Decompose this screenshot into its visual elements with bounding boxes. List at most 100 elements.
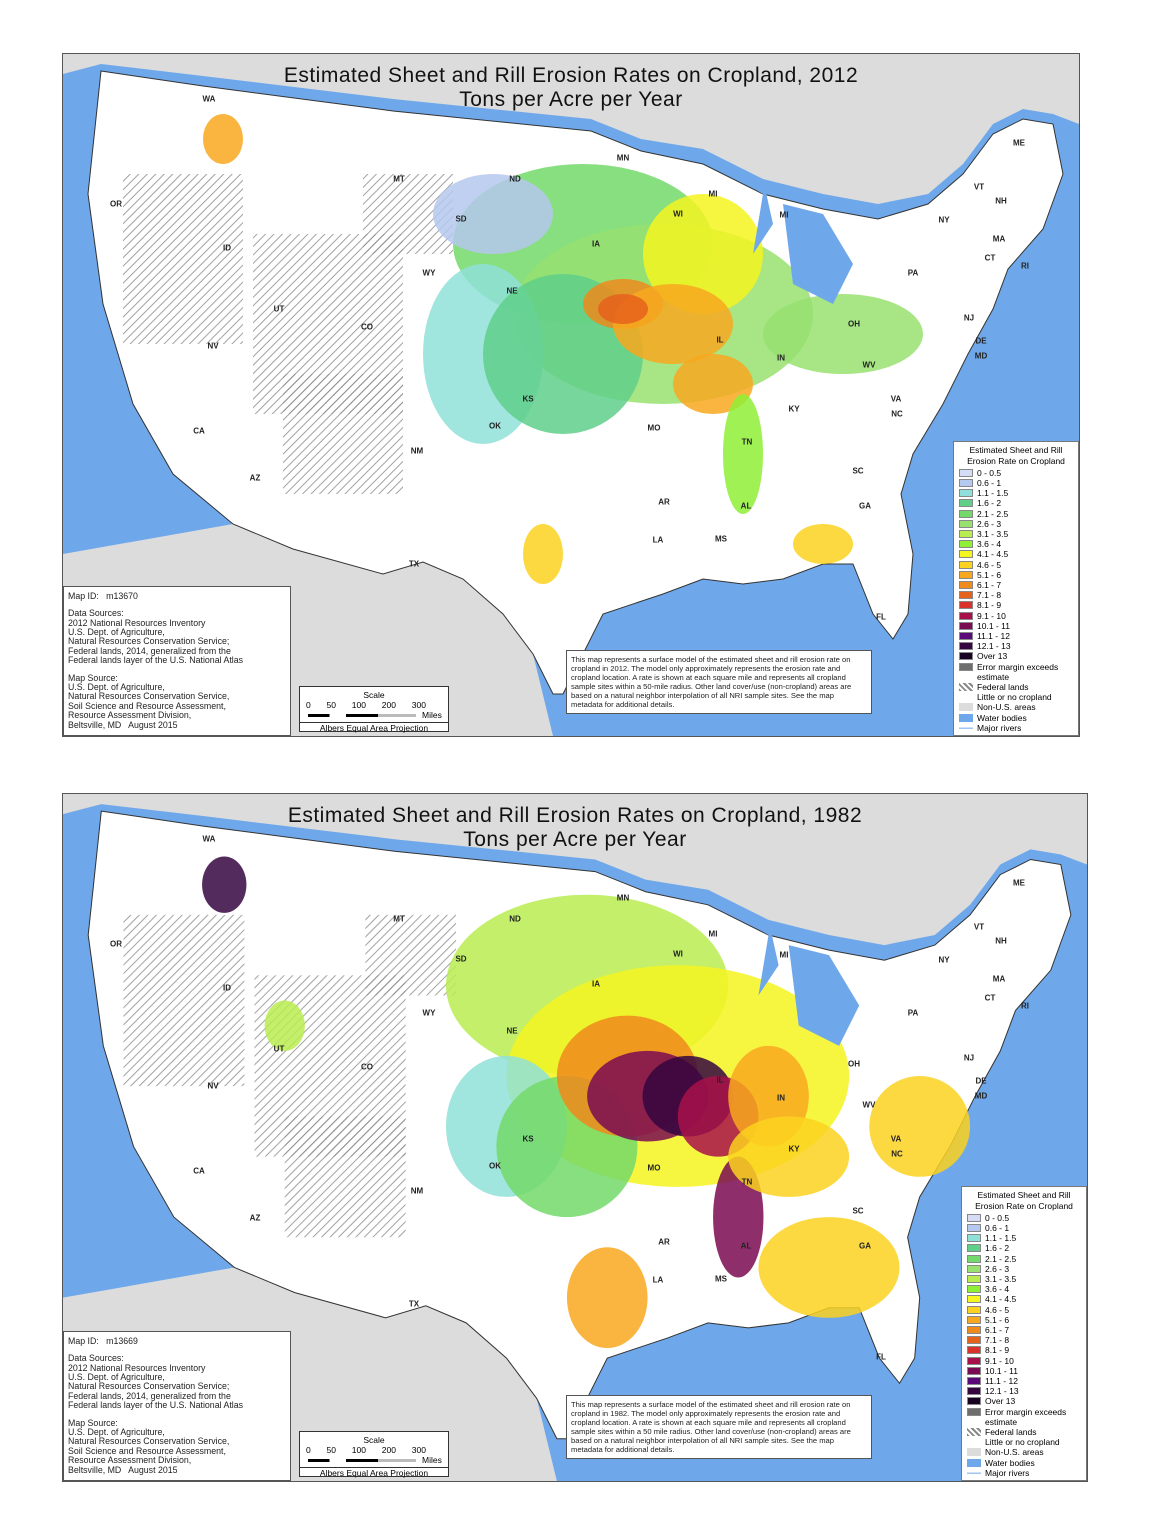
legend-item: Major rivers xyxy=(957,723,1075,733)
legend-swatch xyxy=(967,1213,981,1222)
state-label: AL xyxy=(740,1241,752,1251)
federal-lands xyxy=(283,374,403,494)
state-label: VA xyxy=(890,394,902,404)
state-label: SC xyxy=(852,1206,864,1216)
legend-label: Non-U.S. areas xyxy=(985,1447,1044,1458)
scale-bar: Scale 0 50 100 200 300 Miles Albers Equal Ar… xyxy=(299,1431,449,1478)
scale-tick: 50 xyxy=(326,1445,336,1455)
legend-item: 7.1 - 8 xyxy=(965,1335,1083,1345)
legend-label: 0.6 - 1 xyxy=(977,477,1002,488)
scale-bar: Scale 0 50 100 200 300 Miles Albers Equal Ar… xyxy=(299,686,449,733)
legend-label: 11.1 - 12 xyxy=(977,630,1010,641)
state-label: IL xyxy=(716,335,724,345)
legend-swatch xyxy=(959,478,973,487)
map-source-line: Beltsville, MD August 2015 xyxy=(68,1464,178,1475)
legend-item: 10.1 - 11 xyxy=(965,1366,1083,1376)
state-label: OR xyxy=(110,939,122,949)
state-label: AZ xyxy=(249,1213,261,1223)
state-label: SC xyxy=(852,466,864,476)
data-source-line: 2012 National Resources Inventory xyxy=(68,1362,206,1373)
legend-swatch xyxy=(959,611,973,620)
map-note: This map represents a surface model of t… xyxy=(566,650,872,714)
legend-item: 8.1 - 9 xyxy=(957,600,1075,610)
state-label: WY xyxy=(422,1008,436,1018)
legend-label: 2.1 - 2.5 xyxy=(977,508,1009,519)
federal-lands xyxy=(123,174,243,344)
state-label: MI xyxy=(779,210,789,220)
state-label: TX xyxy=(408,1299,420,1309)
state-label: OR xyxy=(110,199,122,209)
state-label: MS xyxy=(715,534,727,544)
legend-label: Over 13 xyxy=(985,1396,1016,1407)
legend-item: Federal lands xyxy=(965,1427,1083,1437)
state-label: MN xyxy=(616,893,630,903)
state-label: MI xyxy=(708,929,718,939)
legend-swatch xyxy=(959,631,973,640)
state-label: UT xyxy=(273,304,285,314)
map-source-line: Resource Assessment Division, xyxy=(68,1455,192,1466)
map-source-line: U.S. Dept. of Agriculture, xyxy=(68,1426,165,1437)
state-label: CA xyxy=(193,1166,205,1176)
scale-tick: 200 xyxy=(381,700,396,710)
legend-swatch xyxy=(959,468,973,477)
state-label: ND xyxy=(509,914,521,924)
legend-item: 12.1 - 13 xyxy=(965,1386,1083,1396)
state-label: AR xyxy=(658,1237,670,1247)
state-label: GA xyxy=(859,501,871,511)
legend-swatch xyxy=(959,693,973,702)
legend-label: 12.1 - 13 xyxy=(977,641,1011,652)
legend-label: 10.1 - 11 xyxy=(985,1365,1018,1376)
data-source-line: Data Sources: xyxy=(68,1353,124,1364)
state-label: SD xyxy=(455,954,467,964)
legend-label: Federal lands xyxy=(977,681,1029,692)
state-label: OK xyxy=(489,1161,501,1171)
legend-label: 9.1 - 10 xyxy=(977,610,1006,621)
erosion-area xyxy=(673,354,753,414)
erosion-area xyxy=(202,856,247,913)
state-label: VA xyxy=(890,1134,902,1144)
subtitle-text: Tons per Acre per Year xyxy=(459,88,683,111)
legend-item: 12.1 - 13 xyxy=(957,641,1075,651)
legend-label: 6.1 - 7 xyxy=(985,1324,1010,1335)
state-label: UT xyxy=(273,1044,285,1054)
legend-swatch xyxy=(967,1366,981,1375)
legend-label: 1.6 - 2 xyxy=(985,1243,1010,1254)
erosion-area xyxy=(264,1000,305,1051)
state-label: NM xyxy=(410,446,424,456)
legend-label: 4.6 - 5 xyxy=(985,1304,1010,1315)
legend-swatch xyxy=(959,642,973,651)
erosion-area xyxy=(598,294,648,324)
legend-item: Little or no cropland xyxy=(957,692,1075,702)
state-label: PA xyxy=(907,268,919,278)
legend-item: 0 - 0.5 xyxy=(957,468,1075,478)
legend-label: Error margin exceeds estimate xyxy=(977,661,1059,682)
map-source-line: Beltsville, MD August 2015 xyxy=(68,719,178,730)
legend-item: Water bodies xyxy=(957,713,1075,723)
erosion-area xyxy=(523,524,563,584)
legend-swatch xyxy=(967,1305,981,1314)
legend-item: Over 13 xyxy=(957,651,1075,661)
state-label: RI xyxy=(1021,261,1029,271)
state-label: IA xyxy=(592,979,600,989)
state-label: IN xyxy=(777,353,785,363)
legend: Estimated Sheet and Rill Erosion Rate on… xyxy=(961,1186,1087,1481)
legend-item: 2.6 - 3 xyxy=(965,1264,1083,1274)
scale-title: Scale xyxy=(363,1435,385,1445)
legend-swatch xyxy=(959,560,973,569)
legend-swatch xyxy=(967,1325,981,1334)
legend-swatch xyxy=(959,652,973,661)
legend-label: 7.1 - 8 xyxy=(977,590,1002,601)
federal-lands xyxy=(123,914,245,1087)
scale-tick: 50 xyxy=(326,700,336,710)
state-label: LA xyxy=(652,1275,664,1285)
legend-item: 4.6 - 5 xyxy=(957,560,1075,570)
legend-swatch xyxy=(967,1448,981,1457)
state-label: KY xyxy=(788,404,800,414)
legend-swatch xyxy=(959,682,973,691)
state-label: MT xyxy=(393,174,405,184)
legend-swatch xyxy=(967,1387,981,1396)
map-info-box: Map ID: m13669 Data Sources: 2012 National… xyxy=(63,1330,291,1481)
legend-item: 9.1 - 10 xyxy=(957,611,1075,621)
title-text: Estimated Sheet and Rill Erosion Rates o… xyxy=(283,64,859,87)
legend-swatch xyxy=(959,662,973,671)
